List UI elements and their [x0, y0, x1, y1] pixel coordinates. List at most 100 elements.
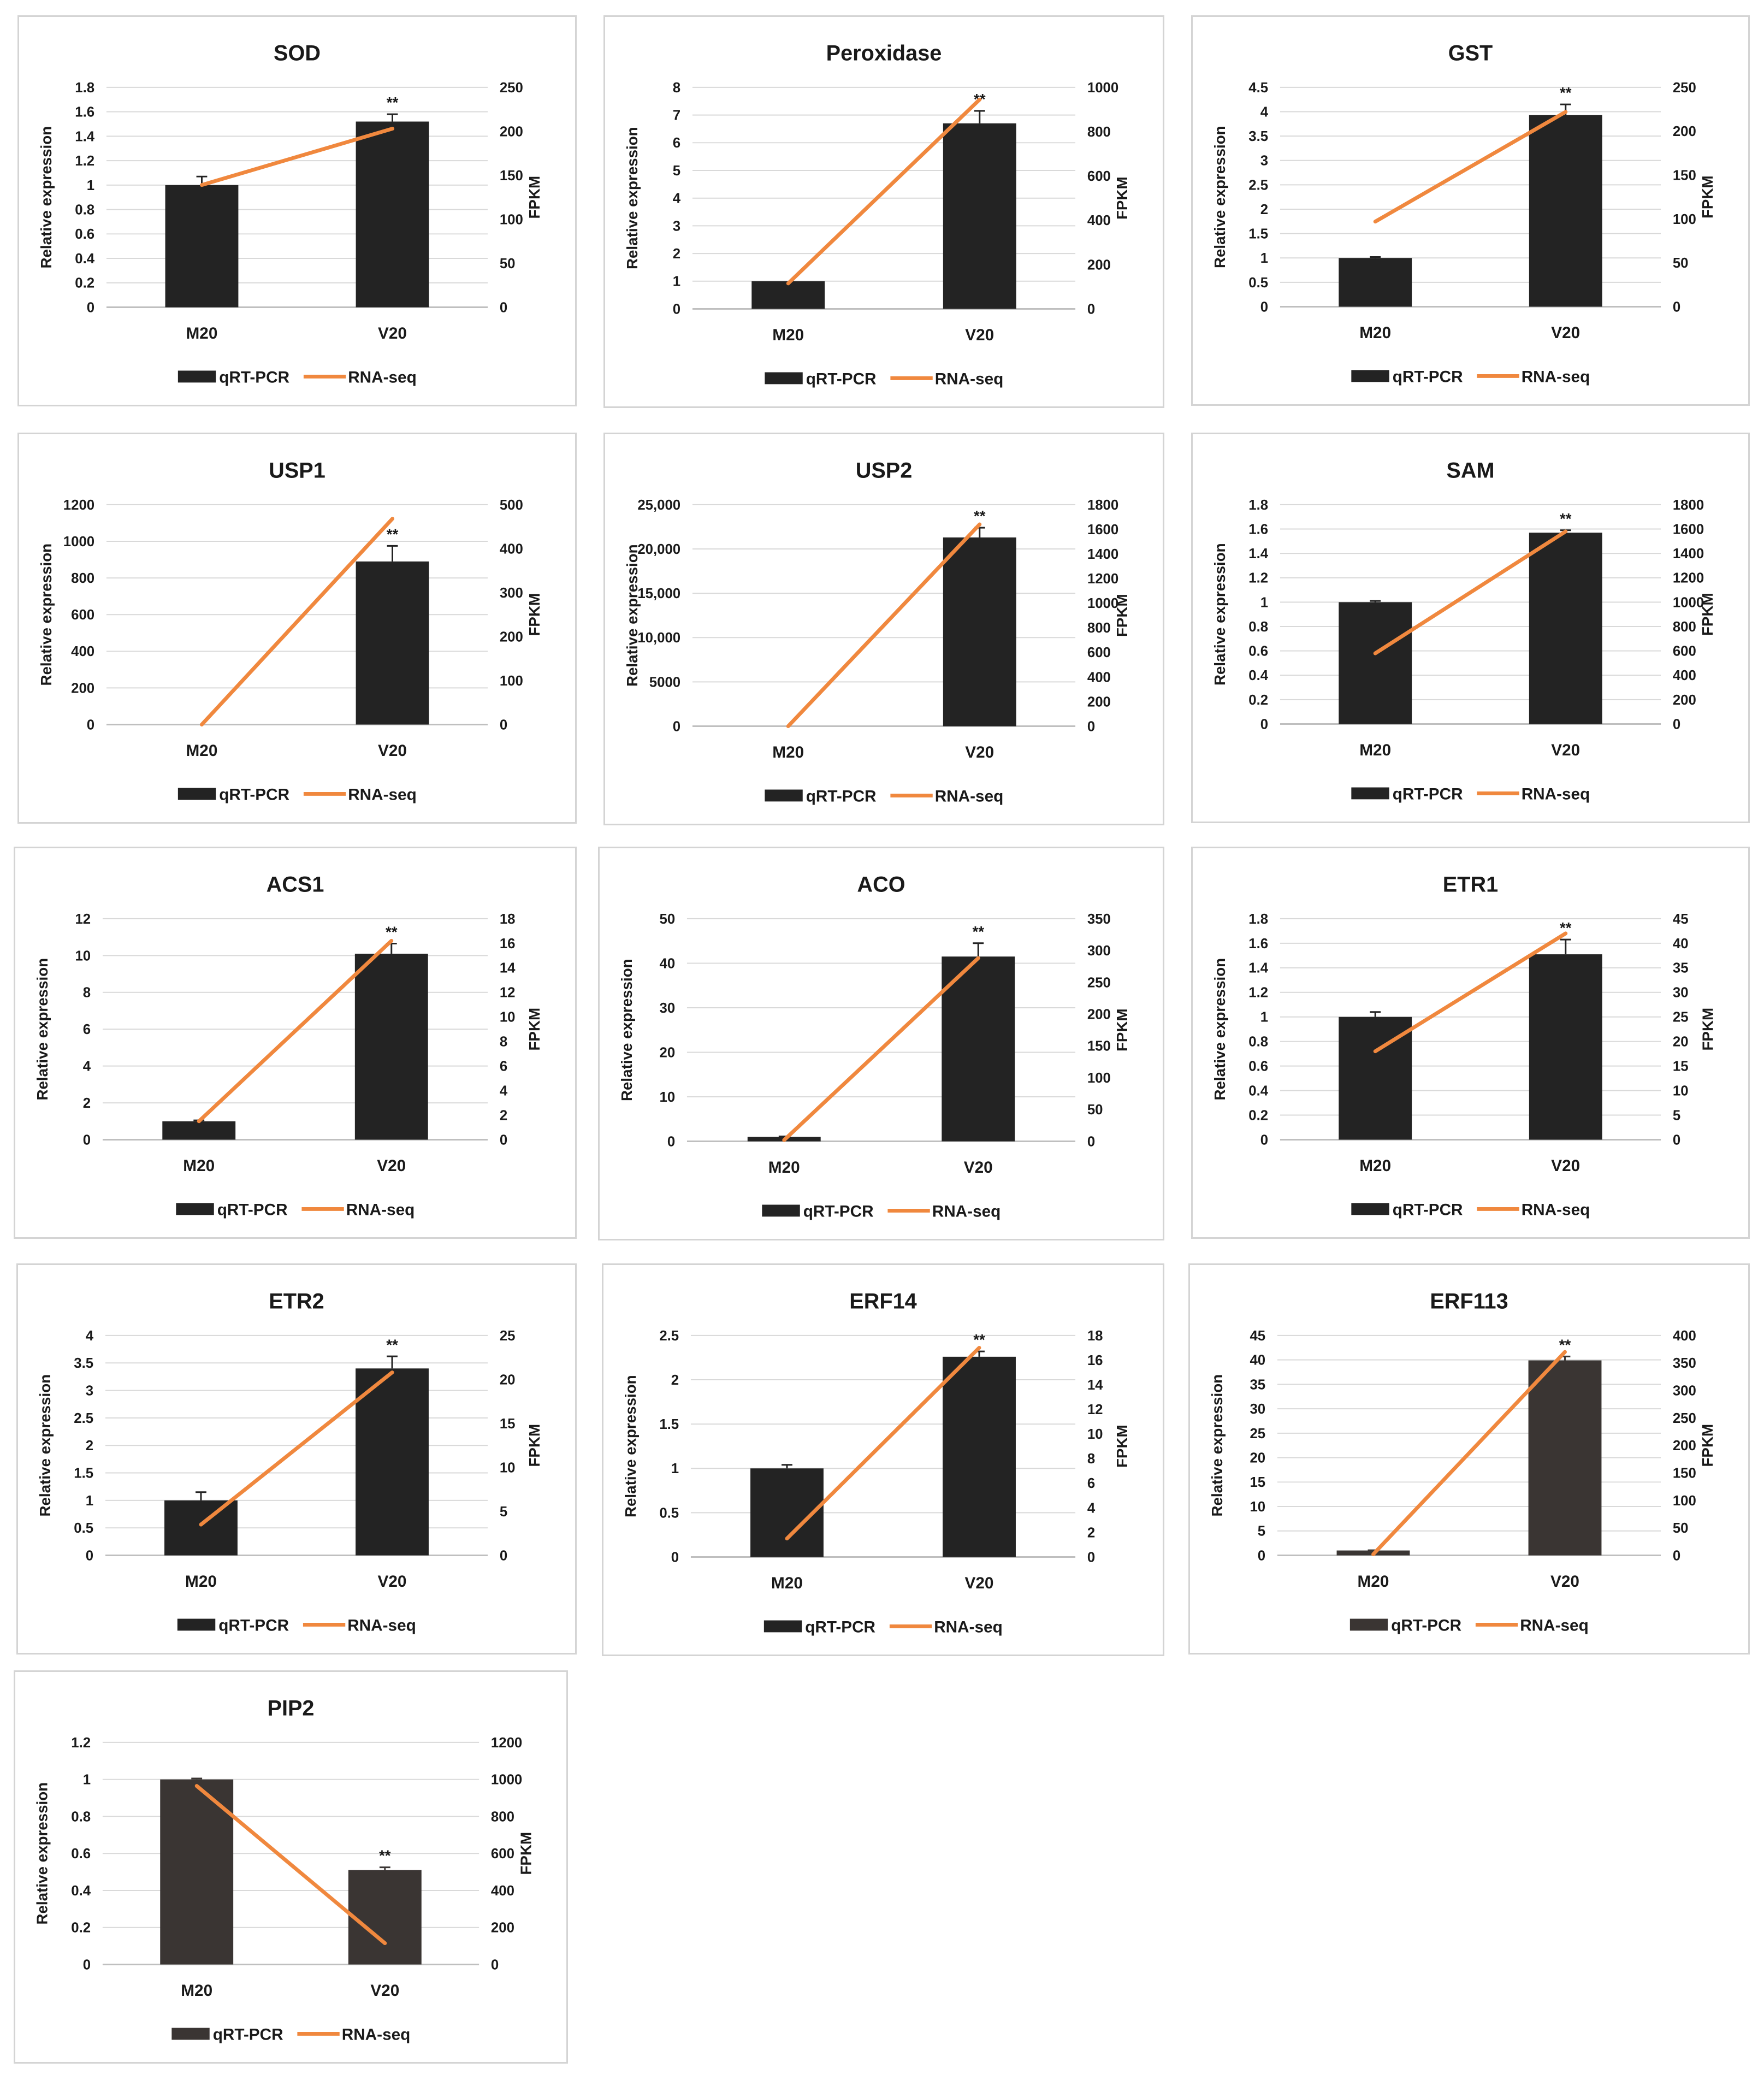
bar-v20 [942, 956, 1015, 1142]
y-tick-label: 1.6 [1248, 522, 1268, 537]
chart-panel-usp1: USP1 0 200 400 600 800 1000 1200 0 100 200 300 400 50… [17, 433, 577, 824]
y-tick-label: 1.6 [75, 105, 94, 120]
y2-tick-label: 0 [500, 717, 507, 732]
chart-svg: USP2 0 5000 10,000 15,000 20,000 25,000 0 200 400… [624, 458, 1130, 805]
y-tick-label: 0.6 [1248, 644, 1268, 659]
y-tick-label: 8 [673, 80, 680, 96]
significance-label: ** [973, 1331, 985, 1348]
y2-tick-label: 150 [500, 168, 523, 184]
bar-v20 [1529, 954, 1602, 1140]
chart-svg: PIP2 0 0.2 0.4 0.6 0.8 1 1.2 0 200 400 600 800 1000 12… [34, 1696, 535, 2043]
legend-label-rna-seq: RNA-seq [935, 787, 1004, 805]
y2-tick-label: 12 [1087, 1402, 1103, 1417]
chart-title: ETR2 [269, 1289, 324, 1313]
y2-tick-label: 1000 [1673, 595, 1704, 610]
y-tick-label: 3 [86, 1383, 93, 1398]
category-label: M20 [181, 1982, 212, 2000]
legend-label-rna-seq: RNA-seq [1520, 1616, 1589, 1634]
y-tick-label: 1.8 [75, 80, 94, 96]
y2-tick-label: 800 [1087, 621, 1111, 636]
rna-seq-line [1373, 931, 1568, 1054]
significance-label: ** [1560, 84, 1572, 101]
chart-svg: ACS1 0 2 4 6 8 10 12 0 2 4 6 8 10 12 14 16 18 Relative exp… [34, 872, 543, 1219]
significance-label: ** [386, 924, 398, 941]
y2-tick-label: 400 [1673, 1328, 1696, 1344]
y-tick-label: 6 [83, 1022, 91, 1037]
category-label: M20 [1358, 1573, 1389, 1591]
y-tick-label: 1000 [63, 534, 94, 549]
y2-axis-label: FPKM [1699, 175, 1716, 218]
y-axis-label: Relative expression [37, 1374, 54, 1517]
y-tick-label: 0 [1260, 299, 1268, 315]
y2-tick-label: 10 [500, 1460, 516, 1475]
y2-tick-label: 400 [1673, 668, 1696, 683]
legend-swatch-qrt-pcr [762, 1204, 800, 1217]
bar-m20 [162, 1121, 236, 1140]
y-tick-label: 10 [1250, 1499, 1265, 1515]
y-tick-label: 1.6 [1248, 936, 1268, 952]
y2-tick-label: 200 [500, 124, 523, 139]
y2-tick-label: 800 [491, 1809, 514, 1824]
y2-tick-label: 1400 [1087, 547, 1118, 562]
significance-label: ** [386, 1336, 398, 1353]
legend-label-qrt-pcr: qRT-PCR [217, 1201, 288, 1219]
y2-tick-label: 6 [1087, 1476, 1095, 1491]
chart-panel-sod: SOD 0 0.2 0.4 0.6 0.8 1 1.2 1.4 1.6 1.8 0 50 100 150 20… [17, 15, 577, 406]
y-axis-label: Relative expression [624, 544, 641, 687]
y-tick-label: 2.5 [659, 1328, 679, 1344]
y-tick-label: 1.8 [1248, 912, 1268, 927]
y-tick-label: 1 [1260, 251, 1268, 266]
category-label: V20 [1551, 324, 1580, 342]
y2-axis-label: FPKM [526, 593, 543, 636]
y2-axis-label: FPKM [1699, 1008, 1716, 1051]
y-tick-label: 40 [659, 956, 675, 971]
y2-tick-label: 400 [1087, 670, 1111, 685]
y-tick-label: 1 [671, 1461, 679, 1476]
y-tick-label: 30 [659, 1001, 675, 1016]
y-axis-label: Relative expression [34, 1782, 51, 1925]
bar-m20 [1339, 602, 1412, 724]
y-tick-label: 0 [673, 719, 680, 734]
bar-v20 [356, 1368, 429, 1556]
y2-tick-label: 300 [1087, 943, 1111, 959]
y2-tick-label: 20 [500, 1372, 516, 1387]
y-tick-label: 45 [1250, 1328, 1265, 1344]
y2-axis-label: FPKM [526, 176, 543, 219]
chart-title: ERF113 [1430, 1289, 1508, 1313]
y-tick-label: 1 [1260, 1010, 1268, 1025]
legend-label-rna-seq: RNA-seq [932, 1202, 1001, 1220]
y2-tick-label: 25 [1673, 1010, 1689, 1025]
y2-tick-label: 150 [1673, 1466, 1696, 1481]
y-tick-label: 6 [673, 135, 680, 151]
y2-tick-label: 100 [1087, 1071, 1111, 1086]
y2-axis-label: FPKM [526, 1008, 543, 1051]
y-tick-label: 5000 [649, 675, 680, 690]
y-tick-label: 0.6 [75, 227, 94, 242]
y-tick-label: 1 [1260, 595, 1268, 610]
y-tick-label: 0.8 [75, 203, 94, 218]
y-tick-label: 3 [673, 218, 680, 234]
legend-swatch-qrt-pcr [176, 1203, 214, 1215]
bar-v20 [1529, 115, 1602, 307]
y-tick-label: 0.2 [75, 276, 94, 291]
y2-tick-label: 250 [1087, 975, 1111, 990]
legend-label-rna-seq: RNA-seq [347, 1616, 416, 1634]
y-tick-label: 15,000 [637, 586, 680, 601]
legend-label-qrt-pcr: qRT-PCR [219, 368, 289, 386]
y2-tick-label: 5 [500, 1504, 507, 1520]
rna-seq-line [1373, 110, 1568, 224]
y2-tick-label: 4 [500, 1084, 508, 1099]
y-tick-label: 5 [673, 163, 680, 179]
y-tick-label: 4.5 [1248, 80, 1268, 96]
y-tick-label: 4 [86, 1328, 94, 1344]
y-tick-label: 1 [86, 1493, 93, 1509]
y-tick-label: 800 [71, 571, 94, 586]
significance-label: ** [974, 507, 986, 524]
y-tick-label: 0.2 [71, 1921, 91, 1936]
y2-axis-label: FPKM [1114, 1008, 1130, 1051]
y-tick-label: 20 [1250, 1451, 1265, 1466]
significance-label: ** [972, 923, 984, 940]
bar-v20 [943, 537, 1016, 726]
y-tick-label: 1 [83, 1772, 91, 1788]
category-label: V20 [965, 743, 994, 761]
